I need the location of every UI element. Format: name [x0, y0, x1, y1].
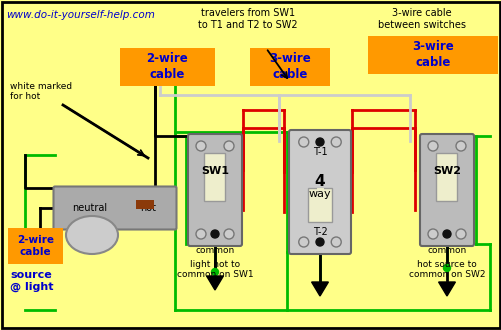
Ellipse shape	[66, 216, 118, 254]
Circle shape	[211, 269, 218, 276]
Polygon shape	[311, 282, 328, 296]
Text: 3-wire cable
between switches: 3-wire cable between switches	[377, 8, 465, 30]
Polygon shape	[288, 60, 303, 72]
Text: common: common	[426, 246, 466, 255]
Polygon shape	[275, 60, 290, 72]
Circle shape	[315, 138, 323, 146]
Circle shape	[331, 137, 341, 147]
Text: 3-wire
cable: 3-wire cable	[411, 41, 453, 70]
Text: T-1: T-1	[312, 147, 327, 157]
Text: SW1: SW1	[200, 166, 228, 176]
Circle shape	[427, 229, 437, 239]
Text: source
@ light: source @ light	[10, 270, 54, 292]
Text: hot source to
common on SW2: hot source to common on SW2	[408, 260, 484, 280]
Polygon shape	[395, 48, 409, 60]
Bar	[307, 188, 332, 222]
Text: hot: hot	[140, 203, 156, 213]
Text: way: way	[308, 189, 331, 199]
Bar	[367, 36, 497, 74]
Text: www.do-it-yourself-help.com: www.do-it-yourself-help.com	[6, 10, 155, 20]
Text: light hot to
common on SW1: light hot to common on SW1	[176, 260, 253, 280]
Circle shape	[427, 141, 437, 151]
Text: T-2: T-2	[312, 227, 327, 237]
Text: 4: 4	[314, 175, 325, 189]
Polygon shape	[408, 48, 422, 60]
Polygon shape	[438, 282, 454, 296]
Circle shape	[210, 230, 218, 238]
Circle shape	[315, 238, 323, 246]
Bar	[436, 153, 456, 201]
Polygon shape	[140, 60, 155, 72]
FancyBboxPatch shape	[54, 186, 176, 229]
Circle shape	[331, 237, 341, 247]
Circle shape	[223, 229, 233, 239]
Circle shape	[316, 283, 323, 290]
Circle shape	[442, 265, 449, 272]
Text: common: common	[195, 246, 234, 255]
Text: 2-wire
cable: 2-wire cable	[146, 52, 188, 82]
Bar	[120, 48, 214, 86]
Circle shape	[298, 137, 308, 147]
Text: 2-wire
cable: 2-wire cable	[17, 235, 54, 257]
Bar	[136, 200, 154, 209]
Circle shape	[195, 229, 205, 239]
Text: neutral: neutral	[72, 203, 107, 213]
Polygon shape	[206, 276, 223, 290]
Bar	[204, 153, 225, 201]
Circle shape	[195, 141, 205, 151]
Text: white marked
for hot: white marked for hot	[10, 82, 72, 101]
Polygon shape	[155, 60, 170, 72]
Circle shape	[455, 141, 465, 151]
Text: SW2: SW2	[432, 166, 460, 176]
FancyBboxPatch shape	[188, 134, 241, 246]
Circle shape	[22, 247, 29, 253]
Text: travelers from SW1
to T1 and T2 to SW2: travelers from SW1 to T1 and T2 to SW2	[198, 8, 297, 30]
Bar	[249, 48, 329, 86]
FancyBboxPatch shape	[289, 130, 350, 254]
Text: 3-wire
cable: 3-wire cable	[269, 52, 310, 82]
FancyBboxPatch shape	[419, 134, 473, 246]
Bar	[8, 228, 63, 264]
Circle shape	[455, 229, 465, 239]
Circle shape	[223, 141, 233, 151]
Circle shape	[442, 230, 450, 238]
Circle shape	[298, 237, 308, 247]
